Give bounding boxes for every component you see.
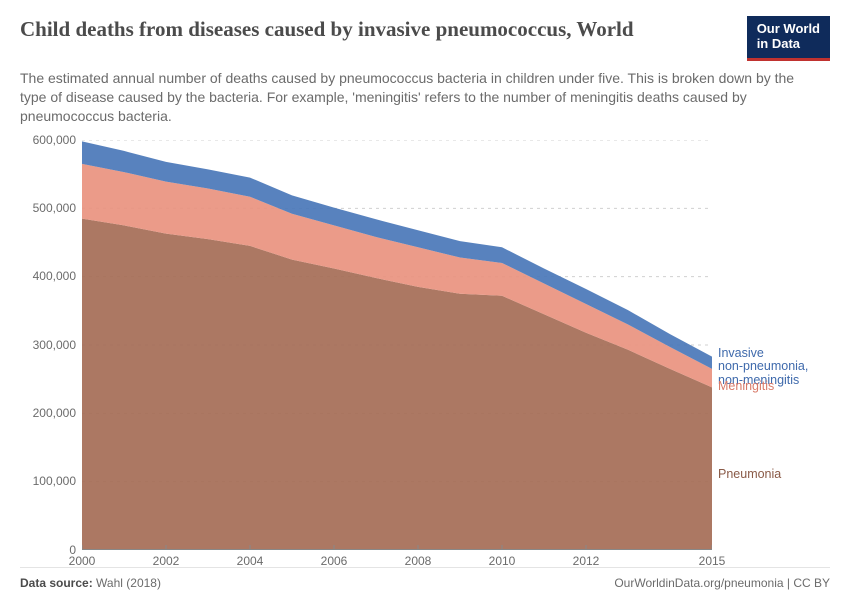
- series-label: Meningitis: [718, 380, 774, 394]
- y-tick-label: 100,000: [33, 474, 76, 488]
- area-chart-svg: [82, 140, 712, 550]
- series-labels: Invasive non-pneumonia, non-meningitisMe…: [718, 140, 838, 550]
- y-tick-label: 400,000: [33, 269, 76, 283]
- y-axis-labels: 0100,000200,000300,000400,000500,000600,…: [20, 140, 82, 550]
- x-tick-label: 2006: [321, 554, 348, 568]
- chart: 0100,000200,000300,000400,000500,000600,…: [20, 140, 830, 550]
- x-tick-label: 2004: [237, 554, 264, 568]
- page: Child deaths from diseases caused by inv…: [0, 0, 850, 600]
- page-subtitle: The estimated annual number of deaths ca…: [20, 69, 810, 126]
- plot-area: [82, 140, 712, 550]
- data-source: Data source: Wahl (2018): [20, 576, 161, 590]
- x-tick-label: 2000: [69, 554, 96, 568]
- y-tick-label: 300,000: [33, 338, 76, 352]
- owid-logo: Our World in Data: [747, 16, 830, 61]
- x-tick-label: 2010: [489, 554, 516, 568]
- y-tick-label: 200,000: [33, 406, 76, 420]
- attribution: OurWorldinData.org/pneumonia | CC BY: [614, 576, 830, 590]
- y-tick-label: 600,000: [33, 133, 76, 147]
- series-label: Pneumonia: [718, 468, 781, 482]
- header: Child deaths from diseases caused by inv…: [20, 16, 830, 61]
- footer: Data source: Wahl (2018) OurWorldinData.…: [20, 567, 830, 590]
- x-tick-label: 2015: [699, 554, 726, 568]
- page-title: Child deaths from diseases caused by inv…: [20, 16, 634, 42]
- x-tick-label: 2008: [405, 554, 432, 568]
- y-tick-label: 500,000: [33, 201, 76, 215]
- x-tick-label: 2002: [153, 554, 180, 568]
- x-tick-label: 2012: [573, 554, 600, 568]
